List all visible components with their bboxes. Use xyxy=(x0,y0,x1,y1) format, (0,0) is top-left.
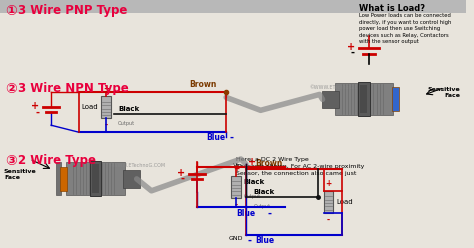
Text: ©WWW.ETechnoG.COM: ©WWW.ETechnoG.COM xyxy=(310,86,367,91)
Text: -: - xyxy=(229,133,233,143)
Text: Blue: Blue xyxy=(255,236,275,245)
Bar xyxy=(231,176,241,198)
Text: +: + xyxy=(248,157,256,167)
Text: +: + xyxy=(177,168,185,178)
Bar xyxy=(335,84,393,115)
Bar xyxy=(66,162,125,195)
Text: What is Load?: What is Load? xyxy=(359,4,425,13)
Text: ①: ① xyxy=(5,4,17,18)
Text: -: - xyxy=(267,209,272,219)
Text: Brown: Brown xyxy=(255,159,283,168)
Text: 3 Wire PNP Type: 3 Wire PNP Type xyxy=(18,4,127,17)
Text: -: - xyxy=(248,236,252,246)
Text: -: - xyxy=(327,216,330,225)
Text: 3 Wire NPN Type: 3 Wire NPN Type xyxy=(18,83,128,95)
Bar xyxy=(101,96,111,118)
Text: Here, a DC 2 Wire Type
Sensor is shown, For AC 2-wire proximity
Sensor, the conn: Here, a DC 2 Wire Type Sensor is shown, … xyxy=(236,157,365,176)
Text: -: - xyxy=(36,107,39,117)
Text: -: - xyxy=(181,174,185,184)
Text: -: - xyxy=(351,48,355,58)
Bar xyxy=(56,162,62,195)
Text: Black: Black xyxy=(244,179,265,185)
Text: Vin: Vin xyxy=(233,163,243,168)
Text: +: + xyxy=(233,164,239,173)
Bar xyxy=(0,0,466,13)
Text: ©WWW.ETechnoG.COM: ©WWW.ETechnoG.COM xyxy=(108,163,165,168)
Text: Black: Black xyxy=(118,106,139,112)
Text: Load: Load xyxy=(336,199,353,205)
Text: Sensitive
Face: Sensitive Face xyxy=(4,169,36,180)
Text: ②: ② xyxy=(5,83,17,96)
Bar xyxy=(123,170,140,188)
Text: Brown: Brown xyxy=(189,80,216,90)
Text: Output: Output xyxy=(254,204,271,209)
Bar xyxy=(90,161,101,196)
Bar xyxy=(358,83,370,116)
Text: Blue: Blue xyxy=(207,133,226,142)
Bar xyxy=(360,86,367,113)
Bar xyxy=(60,167,67,191)
Text: Output: Output xyxy=(244,194,261,199)
Bar xyxy=(92,164,99,193)
Text: Black: Black xyxy=(254,189,275,195)
Text: +: + xyxy=(325,179,331,188)
Text: ③: ③ xyxy=(5,154,17,168)
Text: Sensitive
Face: Sensitive Face xyxy=(428,87,460,98)
Text: +: + xyxy=(347,42,355,52)
Text: 2 Wire Type: 2 Wire Type xyxy=(18,154,96,167)
Text: +: + xyxy=(31,101,39,111)
Text: -: - xyxy=(235,201,237,210)
Text: Low Power loads can be connected
directly, if you want to control high
power loa: Low Power loads can be connected directl… xyxy=(359,13,451,44)
Text: +: + xyxy=(103,84,109,93)
Text: GND: GND xyxy=(228,236,243,241)
Text: Load: Load xyxy=(82,104,98,110)
Bar xyxy=(324,191,333,213)
Text: Blue: Blue xyxy=(236,209,255,218)
Bar xyxy=(392,88,399,111)
Text: Output: Output xyxy=(118,121,135,126)
Text: -: - xyxy=(105,121,108,130)
Bar xyxy=(321,91,338,108)
